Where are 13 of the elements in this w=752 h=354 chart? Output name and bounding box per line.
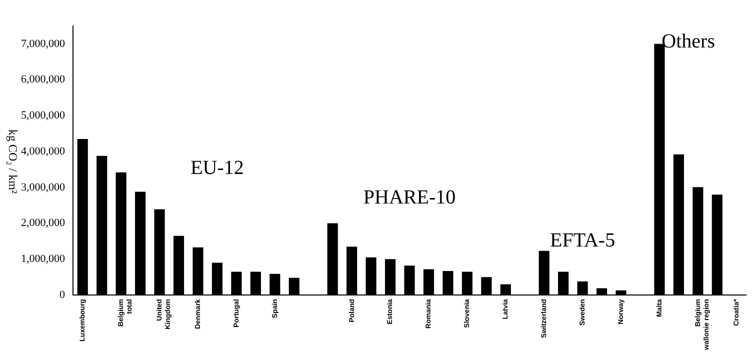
annotation: EU-12 [190, 156, 244, 179]
y-tick-label: 4,000,000 [21, 145, 66, 158]
annotation: EFTA-5 [550, 229, 616, 252]
y-tick-label: 5,000,000 [21, 110, 66, 122]
y-axis-title: kg CO₂ / km² [6, 129, 20, 194]
y-tick-label: 7,000,000 [21, 38, 66, 50]
y-tick-label: 6,000,000 [21, 74, 66, 86]
y-tick-label: 1,000,000 [21, 253, 66, 266]
y-tick-label: 2,000,000 [21, 217, 66, 230]
annotation: Others [662, 30, 716, 52]
y-tick-label: 3,000,000 [21, 181, 66, 194]
annotation: PHARE-10 [363, 186, 456, 208]
y-tick-label: 0 [60, 288, 66, 301]
